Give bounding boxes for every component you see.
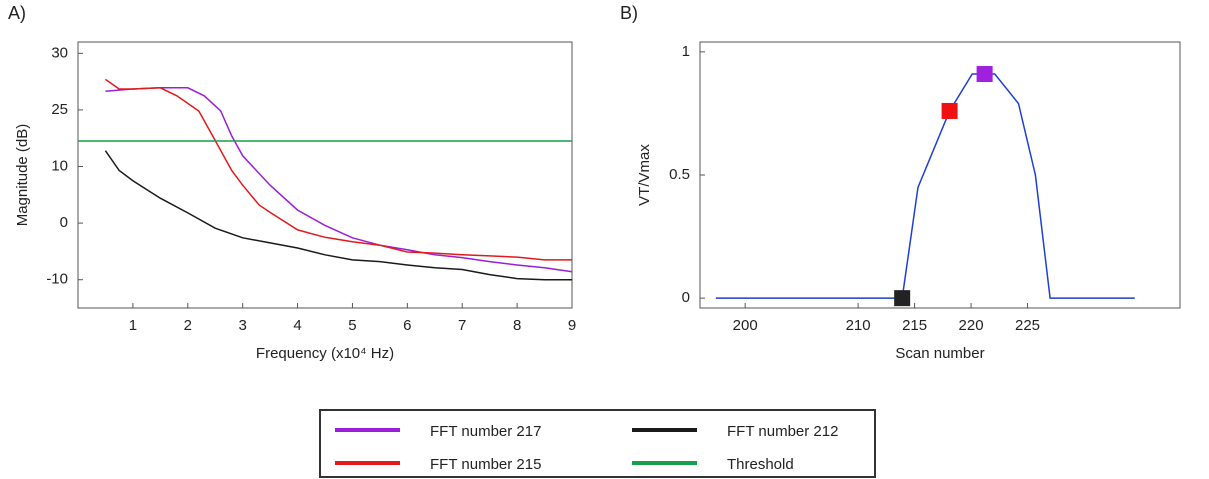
- x-tick-label: 4: [293, 317, 301, 334]
- x-tick-label: 3: [238, 317, 246, 334]
- series-line: [715, 73, 1135, 299]
- x-tick-label: 200: [733, 317, 758, 334]
- legend-label: FFT number 215: [430, 456, 541, 473]
- x-tick-label: 225: [1015, 317, 1040, 334]
- legend-label: FFT number 212: [727, 423, 838, 440]
- series-line: [105, 87, 573, 273]
- panel-label: B): [620, 3, 638, 23]
- y-tick-label: 0.5: [669, 166, 690, 183]
- marker: [976, 66, 993, 83]
- x-tick-label: 220: [959, 317, 984, 334]
- marker: [894, 290, 911, 307]
- y-tick-label: -10: [46, 271, 68, 288]
- series-line: [104, 150, 572, 281]
- y-axis-label: Magnitude (dB): [14, 124, 31, 227]
- x-tick-label: 5: [348, 317, 356, 334]
- y-axis-label: VT/Vmax: [636, 144, 653, 206]
- y-tick-label: 0: [682, 289, 690, 306]
- x-tick-label: 6: [403, 317, 411, 334]
- marker: [941, 102, 958, 119]
- x-tick-label: 215: [902, 317, 927, 334]
- x-tick-label: 2: [184, 317, 192, 334]
- panel-label: A): [8, 3, 26, 23]
- x-tick-label: 8: [513, 317, 521, 334]
- axes-frame: [77, 41, 573, 309]
- legend-label: FFT number 217: [430, 423, 541, 440]
- series-line: [104, 78, 572, 261]
- x-tick-label: 210: [846, 317, 871, 334]
- x-tick-label: 7: [458, 317, 466, 334]
- y-tick-label: 10: [51, 157, 68, 174]
- legend-box: [319, 409, 876, 478]
- x-tick-label: 1: [129, 317, 137, 334]
- x-tick-label: 9: [568, 317, 576, 334]
- y-tick-label: 0: [60, 214, 68, 231]
- x-axis-label: Scan number: [895, 345, 984, 362]
- y-tick-label: 1: [682, 43, 690, 60]
- axes-frame: [699, 41, 1181, 309]
- legend-label: Threshold: [727, 456, 794, 473]
- y-tick-label: 25: [51, 101, 68, 118]
- y-tick-label: 30: [51, 44, 68, 61]
- x-axis-label: Frequency (x10⁴ Hz): [256, 345, 394, 362]
